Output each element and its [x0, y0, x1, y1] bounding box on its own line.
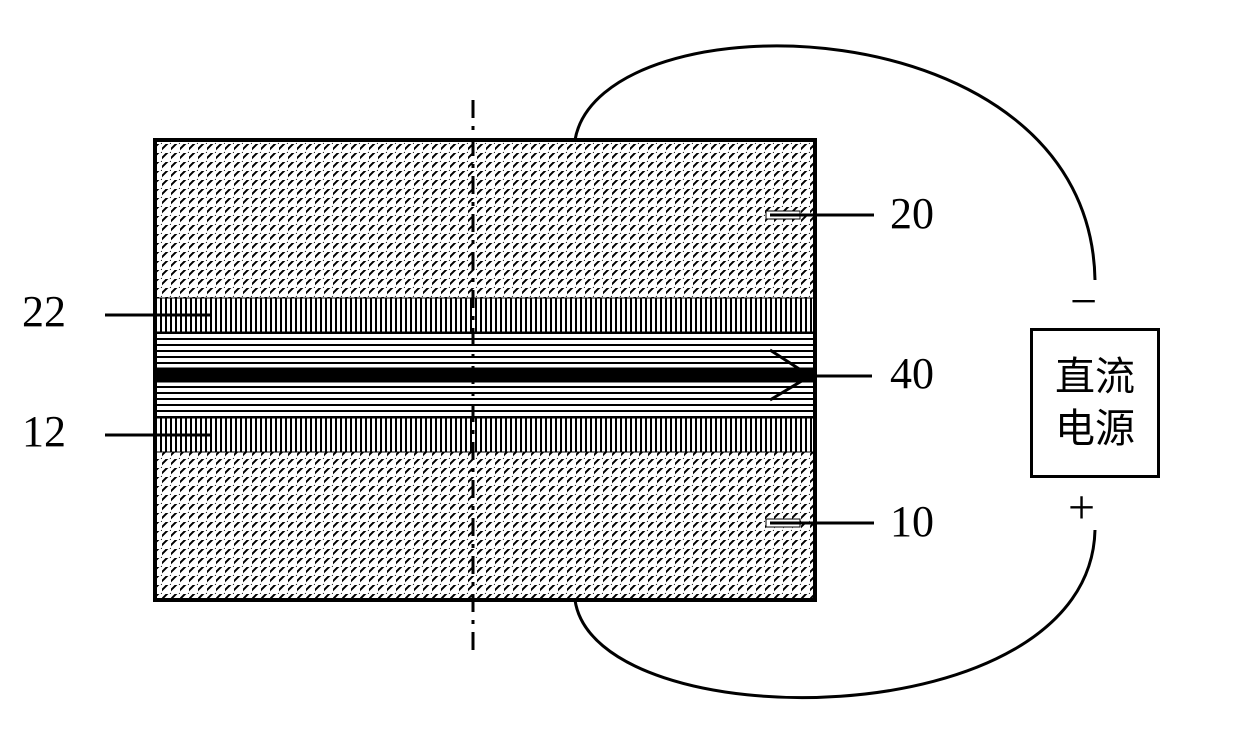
label-20: 20 [890, 188, 934, 239]
power-supply-text-line1: 直流 [1055, 351, 1135, 403]
label-22: 22 [22, 286, 66, 337]
diagram-stage: 20 22 40 12 10 直流 电源 − + [0, 0, 1240, 735]
plus-sign: + [1068, 480, 1095, 535]
label-10: 10 [890, 496, 934, 547]
label-40: 40 [890, 348, 934, 399]
label-12: 12 [22, 406, 66, 457]
power-supply-text-line2: 电源 [1055, 403, 1135, 455]
minus-sign: − [1070, 274, 1097, 329]
power-supply-box: 直流 电源 [1030, 328, 1160, 478]
